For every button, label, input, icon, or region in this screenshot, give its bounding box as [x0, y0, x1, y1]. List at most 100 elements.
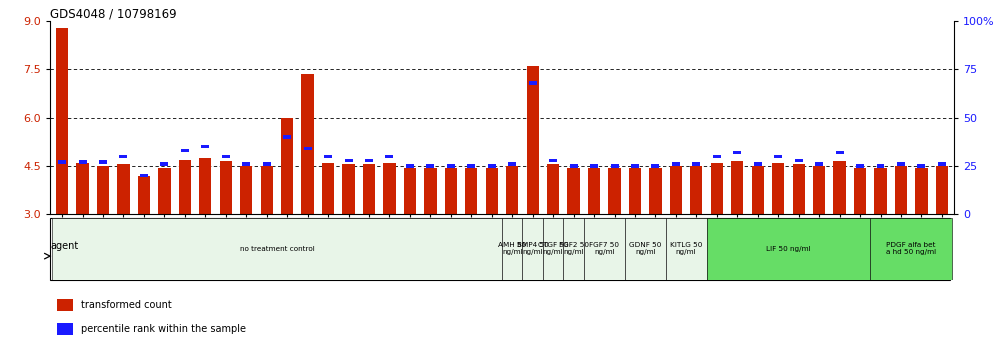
Bar	[201, 145, 209, 148]
Bar	[523, 218, 543, 280]
Bar	[199, 158, 211, 214]
Bar	[160, 162, 168, 166]
Bar	[118, 164, 129, 214]
Bar	[672, 162, 680, 166]
Bar	[365, 159, 373, 162]
Bar	[385, 155, 393, 158]
Bar	[447, 164, 455, 167]
Bar	[588, 167, 601, 214]
Bar	[57, 299, 74, 311]
Bar	[611, 164, 619, 167]
Bar	[754, 162, 762, 166]
Bar	[488, 164, 496, 167]
Bar	[527, 66, 539, 214]
Bar	[139, 174, 148, 177]
Bar	[628, 167, 641, 214]
Bar	[242, 162, 250, 166]
Bar	[322, 163, 335, 214]
Bar	[915, 167, 927, 214]
Bar	[669, 166, 682, 214]
Bar	[465, 167, 477, 214]
Bar	[774, 155, 782, 158]
Bar	[731, 161, 743, 214]
Bar	[383, 163, 395, 214]
Bar	[137, 176, 150, 214]
Bar	[834, 161, 846, 214]
Bar	[486, 167, 498, 214]
Bar	[345, 159, 353, 162]
Text: GDNF 50
ng/ml: GDNF 50 ng/ml	[629, 242, 661, 256]
Bar	[424, 167, 436, 214]
Bar	[324, 155, 332, 158]
Bar	[240, 166, 252, 214]
Bar	[508, 162, 516, 166]
Bar	[304, 147, 312, 150]
Bar	[609, 167, 621, 214]
Bar	[406, 164, 414, 167]
Bar	[56, 28, 68, 214]
Bar	[938, 162, 946, 166]
Text: PDGF alfa bet
a hd 50 ng/ml: PDGF alfa bet a hd 50 ng/ml	[886, 242, 936, 256]
Bar	[178, 160, 191, 214]
Bar	[706, 218, 871, 280]
Bar	[283, 135, 291, 139]
Bar	[936, 166, 948, 214]
Bar	[302, 74, 314, 214]
Bar	[181, 149, 189, 152]
Bar	[752, 166, 764, 214]
Bar	[813, 166, 826, 214]
Text: transformed count: transformed count	[81, 300, 171, 310]
Bar	[467, 164, 475, 167]
Bar	[502, 218, 523, 280]
Bar	[871, 218, 952, 280]
Bar	[97, 166, 110, 214]
Text: FGF2 50
ng/ml: FGF2 50 ng/ml	[559, 242, 589, 256]
Bar	[795, 159, 803, 162]
Bar	[733, 151, 741, 154]
Text: AMH 50
ng/ml: AMH 50 ng/ml	[498, 242, 526, 256]
Bar	[665, 218, 706, 280]
Bar	[529, 81, 537, 85]
Bar	[403, 167, 416, 214]
Bar	[568, 167, 580, 214]
Text: BMP4 50
ng/ml: BMP4 50 ng/ml	[517, 242, 549, 256]
Bar	[52, 218, 502, 280]
Bar	[772, 163, 784, 214]
Bar	[426, 164, 434, 167]
Text: no treatment control: no treatment control	[240, 246, 315, 252]
Bar	[549, 159, 557, 162]
Bar	[711, 163, 723, 214]
Bar	[692, 162, 700, 166]
Text: KITLG 50
ng/ml: KITLG 50 ng/ml	[670, 242, 702, 256]
Bar	[631, 164, 639, 167]
Bar	[815, 162, 823, 166]
Bar	[220, 161, 232, 214]
Bar	[651, 164, 659, 167]
Bar	[506, 166, 518, 214]
Bar	[543, 218, 564, 280]
Text: agent: agent	[50, 241, 79, 251]
Bar	[263, 162, 271, 166]
Bar	[897, 162, 905, 166]
Bar	[874, 167, 886, 214]
Bar	[158, 167, 170, 214]
Bar	[836, 151, 844, 154]
Bar	[120, 155, 127, 158]
Bar	[222, 155, 230, 158]
Bar	[624, 218, 665, 280]
Bar	[363, 164, 375, 214]
Text: LIF 50 ng/ml: LIF 50 ng/ml	[766, 246, 811, 252]
Bar	[590, 164, 598, 167]
Text: percentile rank within the sample: percentile rank within the sample	[81, 324, 246, 335]
Bar	[547, 164, 560, 214]
Bar	[894, 166, 907, 214]
Bar	[444, 167, 457, 214]
Bar	[58, 160, 66, 164]
Bar	[343, 164, 355, 214]
Bar	[564, 218, 584, 280]
Bar	[917, 164, 925, 167]
Bar	[281, 118, 293, 214]
Bar	[713, 155, 721, 158]
Text: FGF7 50
ng/ml: FGF7 50 ng/ml	[590, 242, 620, 256]
Bar	[793, 164, 805, 214]
